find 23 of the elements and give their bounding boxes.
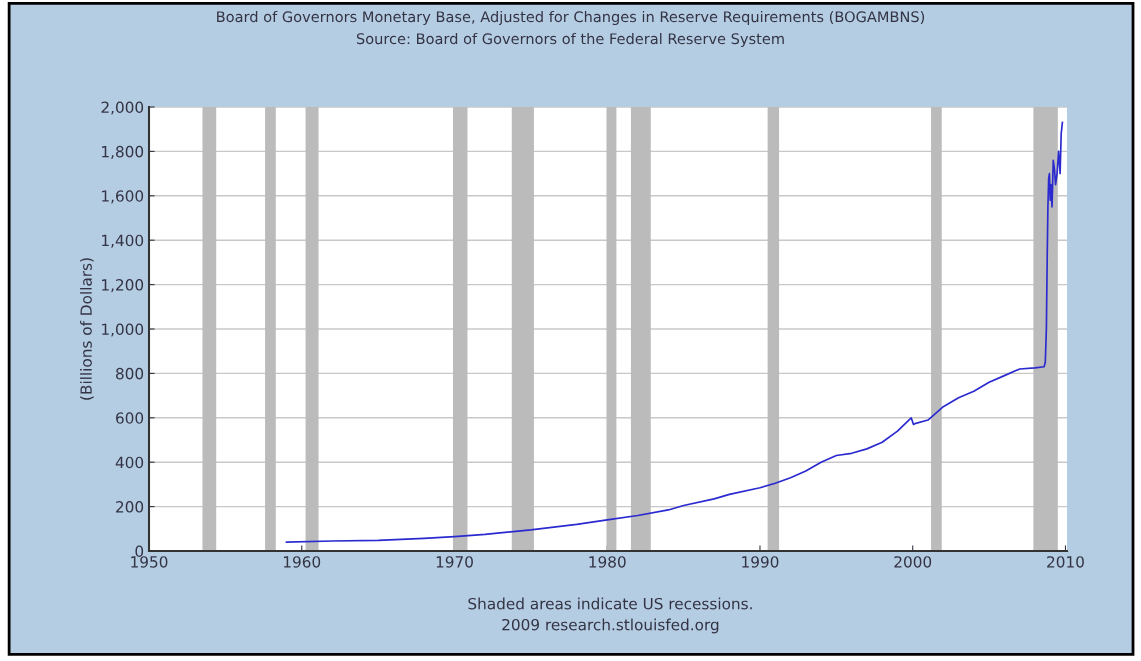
chart-title: Board of Governors Monetary Base, Adjusted for Changes in Reserve Requirements (BOGAMBNS): [217, 10, 925, 26]
y-axis-title: (Billions of Dollars): [80, 258, 94, 400]
y-tick-label: 400: [115, 456, 144, 469]
y-tick-label: 600: [116, 412, 144, 424]
text: 2009 research.stlouisfed.org: [502, 618, 719, 634]
y-tick-label: 200: [116, 501, 144, 513]
x-tick-label: 1980: [589, 556, 626, 568]
x-tick-label: 1970: [436, 556, 473, 568]
x-tick-label: 1960: [283, 556, 321, 568]
x-tick-label: 1950: [131, 556, 168, 568]
chart-subtitle: Source: Board of Governors of the Federal Reserve System: [356, 32, 784, 48]
line-series: [285, 121, 1064, 543]
y-tick-label: 1,400: [102, 234, 144, 248]
y-tick-label: 2,000: [101, 101, 144, 115]
y-tick-label: 1,600: [102, 190, 144, 204]
y-tick-label: 1,000: [102, 323, 144, 337]
y-tick-label: 1,200: [102, 279, 144, 293]
x-tick-label: 2010: [1047, 556, 1084, 568]
x-tick-label: 2000: [894, 556, 932, 568]
y-tick-label: 1,800: [102, 145, 144, 159]
y-tick-label: 800: [116, 367, 144, 380]
text: Shaded areas indicate US recessions.: [468, 597, 752, 610]
x-tick-label: 1990: [742, 556, 779, 568]
